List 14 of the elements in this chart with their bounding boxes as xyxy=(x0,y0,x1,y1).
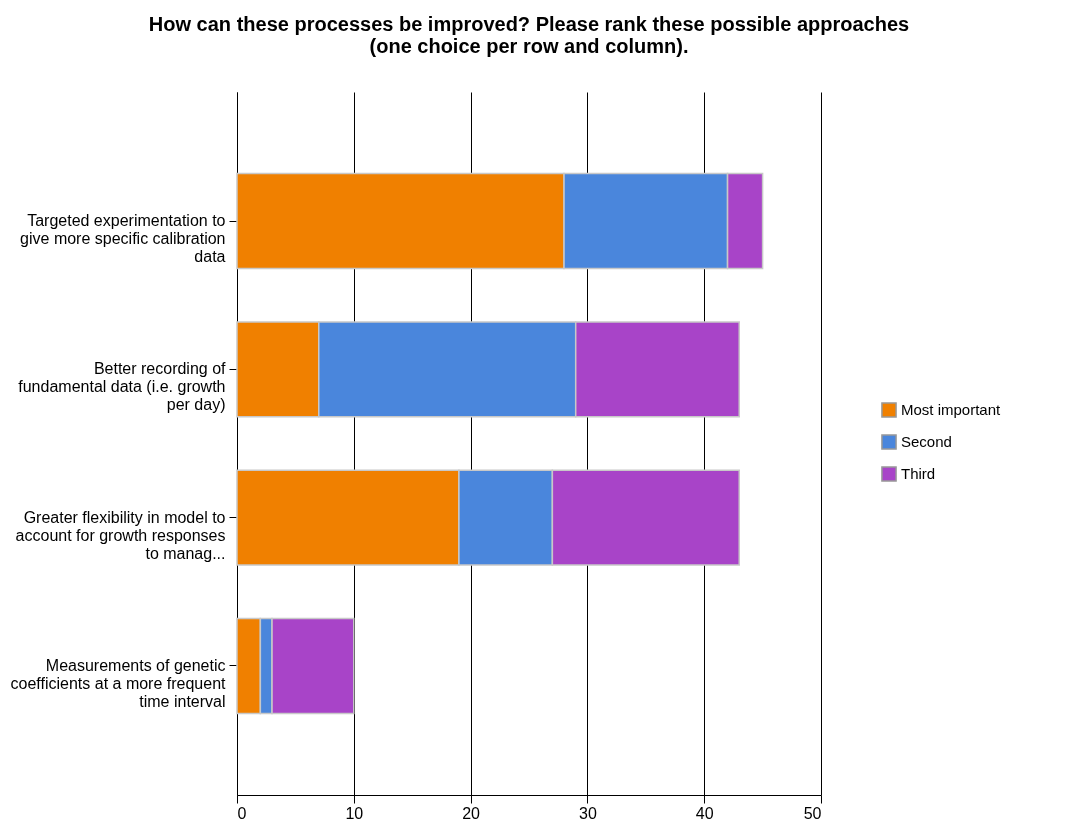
legend-label: Most important xyxy=(901,401,1002,418)
y-tick-label: Targeted experimentation to give more specific calibration data xyxy=(20,212,226,266)
legend-label: Third xyxy=(901,465,936,482)
x-tick-label: 20 xyxy=(462,804,481,822)
y-tick-label: Greater flexibility in model to account for growth responses to manag... xyxy=(15,508,226,562)
y-tick-label: Measurements of genetic coefficients at a more frequent time interval xyxy=(10,656,227,710)
y-tick-label: Better recording of fundamental data (i.e. growth per day) xyxy=(18,360,227,414)
x-tick-label: 40 xyxy=(695,804,714,822)
chart-title: How can these processes be improved? Please rank these possible approaches (one choice per row and column). xyxy=(148,13,910,57)
x-tick-label: 0 xyxy=(237,804,247,822)
x-tick-label: 30 xyxy=(579,804,597,822)
x-tick-label: 50 xyxy=(803,804,822,822)
legend-label: Second xyxy=(901,433,952,450)
x-tick-label: 10 xyxy=(345,804,364,822)
